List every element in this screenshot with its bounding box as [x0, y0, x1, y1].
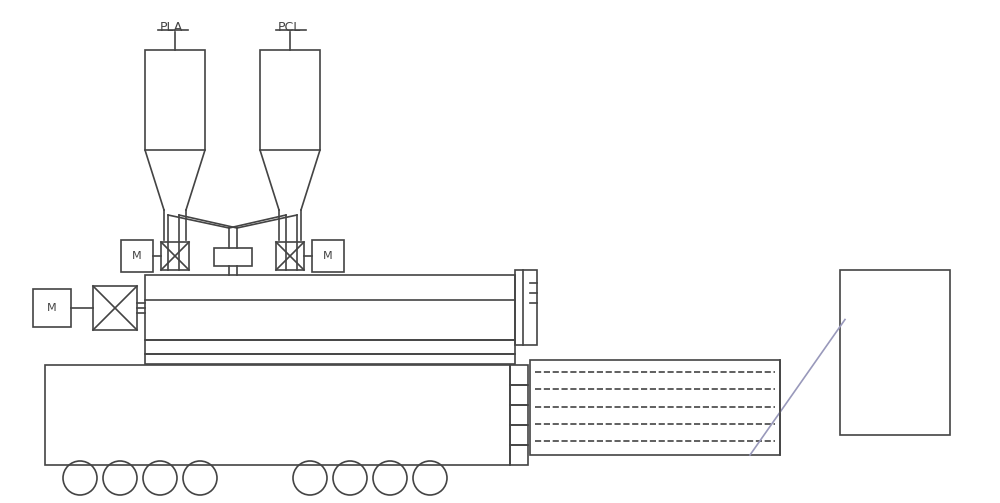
Bar [145, 340, 515, 354]
Bar [260, 50, 320, 150]
Text: PCL: PCL [278, 21, 301, 34]
Bar [121, 240, 153, 272]
Bar [515, 270, 537, 345]
Bar [33, 289, 71, 327]
Bar [161, 242, 189, 270]
Bar [145, 275, 515, 340]
Bar [510, 445, 528, 465]
Bar [510, 405, 528, 425]
Bar [510, 425, 528, 445]
Text: M: M [132, 251, 142, 261]
Bar [145, 354, 515, 364]
Text: M: M [47, 303, 57, 313]
Bar [840, 270, 950, 435]
Bar [93, 286, 137, 330]
Bar [510, 365, 528, 385]
Text: M: M [323, 251, 333, 261]
Bar [312, 240, 344, 272]
Bar [530, 360, 780, 455]
Bar [145, 50, 205, 150]
Bar [510, 385, 528, 405]
Text: PLA: PLA [160, 21, 183, 34]
Bar [276, 242, 304, 270]
Bar [45, 365, 510, 465]
Bar [214, 248, 252, 266]
